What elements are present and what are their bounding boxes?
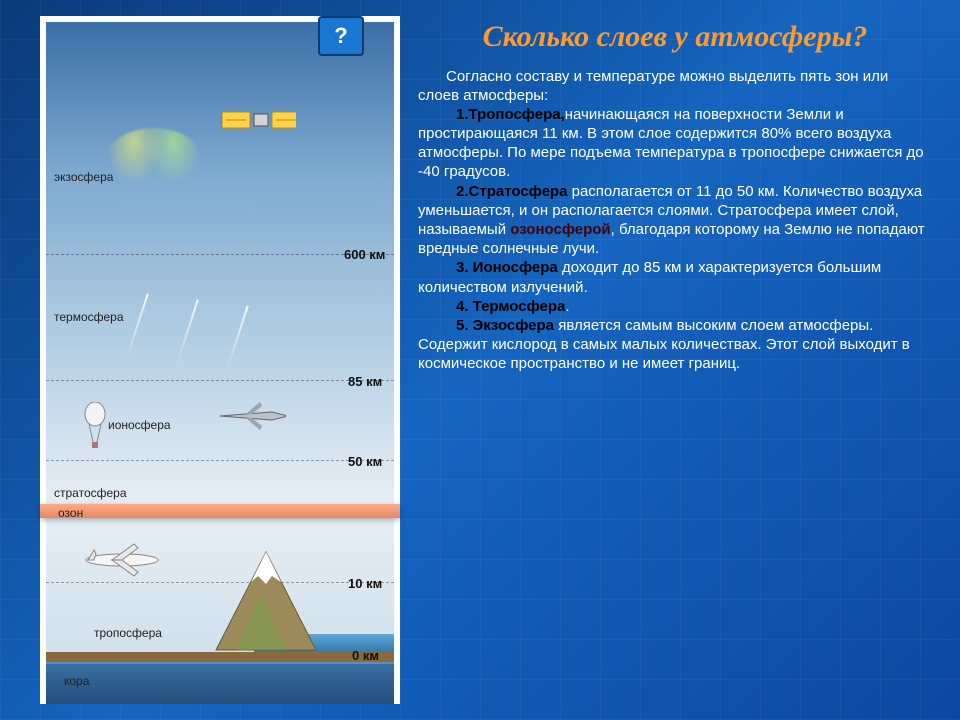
altitude-label: 85 км bbox=[348, 374, 382, 389]
body-text: Согласно составу и температуре можно выд… bbox=[418, 67, 932, 374]
balloon-icon bbox=[82, 402, 108, 457]
item-4-dot: . bbox=[565, 298, 569, 315]
content-panel: Сколько слоев у атмосферы? Согласно сост… bbox=[400, 16, 932, 704]
altitude-label: 10 км bbox=[348, 576, 382, 591]
layer-name-label: ионосфера bbox=[108, 418, 171, 432]
ozone-word: озоносферой bbox=[510, 221, 610, 238]
layer-name-label: стратосфера bbox=[54, 486, 127, 500]
layer-boundary bbox=[46, 460, 394, 461]
airliner-icon bbox=[82, 542, 162, 578]
item-2-label: 2.Стратосфера bbox=[456, 183, 567, 200]
altitude-label: 600 км bbox=[344, 247, 385, 262]
mountain-icon bbox=[206, 532, 336, 652]
layer-name-label: тропосфера bbox=[94, 626, 162, 640]
meteor-icon bbox=[175, 299, 199, 366]
layer-name-label: озон bbox=[58, 506, 83, 520]
ground-line bbox=[46, 652, 394, 662]
meteor-icon bbox=[225, 305, 249, 372]
meteor-icon bbox=[125, 293, 149, 360]
page-title: Сколько слоев у атмосферы? bbox=[418, 20, 932, 55]
item-3-label: 3. Ионосфера bbox=[456, 259, 562, 276]
layer-boundary bbox=[46, 380, 394, 381]
layer-name-label: экзосфера bbox=[54, 170, 113, 184]
satellite-icon bbox=[216, 98, 296, 142]
layer-boundary bbox=[46, 254, 394, 255]
ozone-layer bbox=[40, 504, 400, 518]
help-icon: ? bbox=[318, 16, 364, 56]
layer-name-label: термосфера bbox=[54, 310, 124, 324]
altitude-label: 50 км bbox=[348, 454, 382, 469]
jet-icon bbox=[216, 400, 286, 432]
altitude-label: 0 км bbox=[352, 648, 379, 663]
item-5-label: 5. Экзосфера bbox=[456, 317, 554, 334]
crust bbox=[46, 662, 394, 704]
aurora-icon bbox=[104, 128, 204, 198]
layer-name-label: кора bbox=[64, 674, 89, 688]
intro-text: Согласно составу и температуре можно выд… bbox=[418, 67, 932, 105]
atmosphere-diagram: ? bbox=[40, 16, 400, 704]
item-4-label: 4. Термосфера bbox=[456, 298, 565, 315]
item-1-text-b: -40 градусов. bbox=[418, 162, 932, 181]
item-1-label: 1.Тропосфера, bbox=[456, 106, 565, 123]
